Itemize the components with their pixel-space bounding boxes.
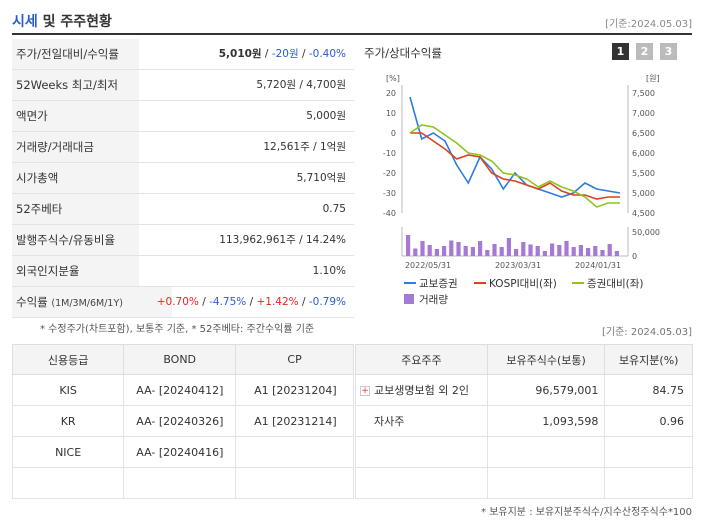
legend-swatch-4 bbox=[404, 294, 414, 304]
chart-page-2-button[interactable]: 2 bbox=[636, 43, 653, 60]
price-info-table: 주가/전일대비/수익률 5,010원 / -20원 / -0.40% 52Wee… bbox=[12, 39, 354, 318]
volume-bar bbox=[463, 246, 468, 256]
series-line-3 bbox=[409, 124, 620, 208]
legend-label-3: 증권대비(좌) bbox=[587, 278, 644, 290]
table-header-row: 신용등급 BOND CP bbox=[11, 344, 354, 375]
volume-tick-label: 0 bbox=[632, 252, 637, 261]
volume-bar bbox=[485, 250, 490, 256]
volume-bar bbox=[550, 243, 555, 256]
right-tick-label: 7,000 bbox=[632, 109, 655, 118]
volume-bar bbox=[535, 246, 540, 256]
volume-bar bbox=[528, 244, 533, 256]
right-tick-label: 5,500 bbox=[632, 169, 655, 178]
table-row bbox=[355, 467, 693, 499]
volume-bar bbox=[506, 238, 511, 256]
volume-bar bbox=[413, 248, 418, 256]
base-date-2: [기준: 2024.05.03] bbox=[601, 327, 692, 338]
right-tick-label: 5,000 bbox=[632, 189, 655, 198]
volume-bar bbox=[449, 240, 454, 256]
left-tick-label: -40 bbox=[383, 209, 396, 218]
volume-bar bbox=[521, 242, 526, 256]
chart-page-3-button[interactable]: 3 bbox=[660, 43, 677, 60]
left-tick-label: -10 bbox=[383, 149, 396, 158]
right-tick-label: 4,500 bbox=[632, 209, 655, 218]
volume-bar bbox=[571, 247, 576, 256]
volume-bar bbox=[420, 241, 425, 256]
footnote-price: * 수정주가(차트포함), 보통주 기준, * 52주베타: 주간수익률 기준 bbox=[40, 324, 315, 335]
x-tick-label: 2023/03/31 bbox=[495, 261, 541, 270]
legend-label-2: KOSPI대비(좌) bbox=[489, 278, 557, 290]
info-row-beta: 52주베타 0.75 bbox=[12, 194, 354, 225]
legend-label-1: 교보증권 bbox=[419, 278, 458, 290]
major-holders-table: 주요주주 보유주식수(보통) 보유지분(%) + 교보생명보험 외 2인 96,5… bbox=[355, 344, 693, 499]
footnote-holders: * 보유지분 : 보유지분주식수/지수산정주식수*100 bbox=[481, 507, 692, 518]
left-tick-label: -20 bbox=[383, 169, 396, 178]
volume-bar bbox=[586, 248, 591, 256]
volume-bar bbox=[434, 249, 439, 256]
volume-bar bbox=[470, 247, 475, 256]
volume-bar bbox=[456, 242, 461, 256]
volume-bar bbox=[406, 235, 411, 256]
chart-panel: 주가/상대수익률 1 2 3 [%] [원] 20 10 0 -10 -20 -30 -40 7,… bbox=[360, 39, 692, 315]
right-axis-unit: [원] bbox=[646, 74, 660, 83]
section-title: 시세 및 주주현황 bbox=[12, 14, 112, 30]
table-row: + 교보생명보험 외 2인 96,579,001 84.75 bbox=[355, 374, 693, 406]
stock-chart: [%] [원] 20 10 0 -10 -20 -30 -40 7,500 7,000 6,500 6,… bbox=[383, 74, 660, 306]
left-axis-unit: [%] bbox=[386, 74, 400, 83]
info-row-shares: 발행주식수/유동비율 113,962,961주 / 14.24% bbox=[12, 225, 354, 256]
volume-bar bbox=[542, 251, 547, 256]
base-date: [기준:2024.05.03] bbox=[605, 19, 692, 30]
info-row-par-value: 액면가 5,000원 bbox=[12, 101, 354, 132]
right-tick-label: 6,000 bbox=[632, 149, 655, 158]
left-tick-label: 20 bbox=[386, 89, 396, 98]
legend-label-4: 거래량 bbox=[419, 294, 448, 306]
table-row bbox=[11, 467, 354, 499]
volume-bar bbox=[614, 251, 619, 256]
right-tick-label: 6,500 bbox=[632, 129, 655, 138]
table-row: NICE AA- [20240416] bbox=[11, 436, 354, 468]
x-tick-label: 2024/01/31 bbox=[575, 261, 621, 270]
table-row bbox=[355, 436, 693, 468]
volume-bar bbox=[478, 241, 483, 256]
left-tick-label: 0 bbox=[391, 129, 396, 138]
volume-bar bbox=[499, 247, 504, 256]
info-row-market-cap: 시가총액 5,710억원 bbox=[12, 163, 354, 194]
volume-bar bbox=[557, 245, 562, 256]
right-tick-label: 7,500 bbox=[632, 89, 655, 98]
chart-page-1-button[interactable]: 1 bbox=[612, 43, 629, 60]
volume-bar bbox=[564, 241, 569, 256]
chart-title: 주가/상대수익률 bbox=[364, 46, 442, 60]
volume-bar bbox=[600, 250, 605, 256]
left-tick-label: 10 bbox=[386, 109, 396, 118]
holder-name[interactable]: 교보생명보험 외 2인 bbox=[374, 384, 469, 397]
volume-bar bbox=[578, 245, 583, 256]
info-row-returns: 수익률 (1M/3M/6M/1Y) +0.70% / -4.75% / +1.4… bbox=[12, 287, 354, 318]
table-row: 자사주 1,093,598 0.96 bbox=[355, 405, 693, 437]
expand-plus-icon[interactable]: + bbox=[360, 386, 370, 396]
series-line-2 bbox=[410, 132, 620, 200]
table-row: KR AA- [20240326] A1 [20231214] bbox=[11, 405, 354, 437]
volume-tick-label: 50,000 bbox=[632, 228, 660, 237]
left-tick-label: -30 bbox=[383, 189, 396, 198]
volume-bar bbox=[593, 246, 598, 256]
table-header-row: 주요주주 보유주식수(보통) 보유지분(%) bbox=[355, 344, 693, 375]
credit-rating-table: 신용등급 BOND CP KIS AA- [20240412] A1 [2023… bbox=[11, 344, 354, 499]
section-header: 시세 및 주주현황 [기준:2024.05.03] bbox=[12, 11, 692, 35]
info-row-52weeks: 52Weeks 최고/최저 5,720원 / 4,700원 bbox=[12, 70, 354, 101]
info-row-volume: 거래량/거래대금 12,561주 / 1억원 bbox=[12, 132, 354, 163]
volume-bar bbox=[607, 244, 612, 256]
table-row: KIS AA- [20240412] A1 [20231204] bbox=[11, 374, 354, 406]
volume-bar bbox=[514, 249, 519, 256]
info-row-foreign: 외국인지분율 1.10% bbox=[12, 256, 354, 287]
info-row-price: 주가/전일대비/수익률 5,010원 / -20원 / -0.40% bbox=[12, 39, 354, 70]
x-tick-label: 2022/05/31 bbox=[405, 261, 451, 270]
volume-bar bbox=[427, 245, 432, 256]
volume-bar bbox=[492, 244, 497, 256]
series-line-1 bbox=[409, 96, 621, 198]
volume-bar bbox=[442, 246, 447, 256]
